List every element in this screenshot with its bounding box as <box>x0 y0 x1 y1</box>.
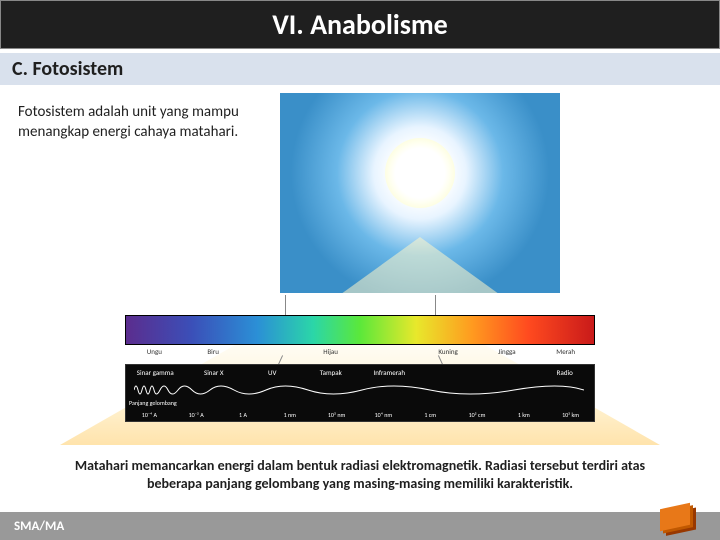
scale-label: 1 A <box>220 411 267 419</box>
sun-illustration <box>280 93 560 293</box>
color-label <box>243 347 302 356</box>
color-label: Kuning <box>419 347 478 356</box>
scale-label: 10² nm <box>313 411 360 419</box>
connector-line <box>285 295 286 315</box>
band-label <box>419 368 478 377</box>
content-area: Fotosistem adalah unit yang mampu menang… <box>0 85 720 505</box>
em-scale-labels: 10⁻⁴ A 10⁻² A 1 A 1 nm 10² nm 10⁴ nm 1 c… <box>126 411 594 419</box>
footer-label: SMA/MA <box>14 519 64 534</box>
page-title: VI. Anabolisme <box>0 0 720 49</box>
band-label: Sinar gamma <box>126 368 185 377</box>
scale-label: 10⁴ nm <box>360 411 407 419</box>
em-spectrum-bar: Sinar gamma Sinar X UV Tampak Inframerah… <box>125 364 595 422</box>
scale-label: 1 cm <box>407 411 454 419</box>
visible-spectrum-labels: Ungu Biru Hijau Kuning Jingga Merah <box>125 347 595 356</box>
band-label: Inframerah <box>360 368 419 377</box>
connector-line <box>435 295 436 315</box>
description-text: Fotosistem adalah unit yang mampu menang… <box>18 103 248 142</box>
color-label: Jingga <box>478 347 537 356</box>
wavelength-axis-label: Panjang gelombang <box>129 399 177 407</box>
color-label: Hijau <box>301 347 360 356</box>
light-beam <box>330 237 510 293</box>
color-label: Biru <box>184 347 243 356</box>
scale-label: 10⁻² A <box>173 411 220 419</box>
sun-icon <box>385 138 455 208</box>
band-label: UV <box>243 368 302 377</box>
visible-spectrum-bar <box>125 315 595 345</box>
band-label: Radio <box>536 368 595 377</box>
wave-icon <box>134 381 584 399</box>
band-label: Sinar X <box>185 368 244 377</box>
figure-caption: Matahari memancarkan energi dalam bentuk… <box>60 457 660 493</box>
scale-label: 1 nm <box>266 411 313 419</box>
page-footer: SMA/MA <box>0 512 720 540</box>
scale-label: 1 km <box>500 411 547 419</box>
section-subtitle: C. Fotosistem <box>0 53 720 85</box>
scale-label: 10⁻⁴ A <box>126 411 173 419</box>
band-label: Tampak <box>302 368 361 377</box>
scale-label: 10² km <box>547 411 594 419</box>
em-band-labels: Sinar gamma Sinar X UV Tampak Inframerah… <box>126 368 594 377</box>
color-label: Merah <box>536 347 595 356</box>
spectrum-diagram: Ungu Biru Hijau Kuning Jingga Merah Sina… <box>125 315 595 422</box>
color-label: Ungu <box>125 347 184 356</box>
books-icon <box>660 506 706 538</box>
band-label <box>477 368 536 377</box>
color-label <box>360 347 419 356</box>
scale-label: 10² cm <box>454 411 501 419</box>
